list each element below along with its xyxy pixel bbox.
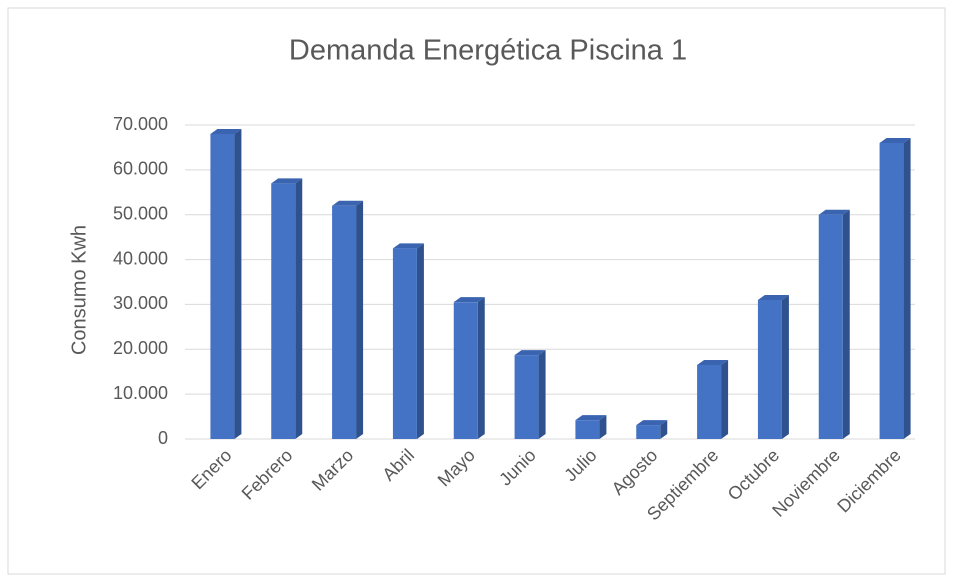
- bar-top: [514, 350, 546, 356]
- chart-title: Demanda Energética Piscina 1: [289, 35, 687, 67]
- bar: [818, 214, 843, 439]
- bar-top: [818, 209, 850, 215]
- y-tick-label: 0: [158, 428, 168, 448]
- bar-side: [538, 350, 546, 439]
- bar-top: [636, 420, 668, 426]
- bar-side: [781, 294, 789, 439]
- y-axis-title: Consumo Kwh: [68, 225, 90, 355]
- bar-side: [295, 178, 303, 440]
- bar-top: [210, 128, 242, 134]
- y-tick-label: 30.000: [113, 293, 168, 313]
- bar-top: [332, 200, 364, 206]
- bar-side: [477, 297, 485, 439]
- y-tick-label: 50.000: [113, 203, 168, 223]
- bar-top: [392, 243, 424, 249]
- bar-side: [842, 209, 850, 439]
- bar: [757, 299, 782, 439]
- bar-top: [453, 297, 485, 303]
- bar-side: [660, 420, 668, 439]
- bar: [271, 183, 296, 439]
- bar: [697, 364, 722, 439]
- bar: [575, 420, 600, 439]
- bar: [879, 142, 904, 439]
- bar-top: [271, 178, 303, 184]
- bar: [514, 355, 539, 439]
- chart-border: [7, 7, 946, 575]
- y-tick-label: 70.000: [113, 114, 168, 134]
- y-tick-label: 60.000: [113, 159, 168, 179]
- bar: [332, 205, 357, 439]
- bar-side: [356, 200, 364, 439]
- bar-top: [575, 415, 607, 421]
- bar: [636, 425, 661, 439]
- bar: [210, 133, 235, 439]
- y-tick-label: 20.000: [113, 338, 168, 358]
- bar-side: [416, 243, 424, 439]
- y-tick-label: 10.000: [113, 383, 168, 403]
- bar-top: [757, 294, 789, 300]
- y-tick-label: 40.000: [113, 248, 168, 268]
- bar-side: [721, 359, 729, 439]
- bar-side: [599, 415, 607, 439]
- bar-top: [879, 137, 911, 143]
- bar: [453, 302, 478, 439]
- bar-side: [234, 128, 242, 439]
- bar: [392, 248, 417, 439]
- bar-top: [697, 359, 729, 365]
- bar-side: [903, 137, 911, 439]
